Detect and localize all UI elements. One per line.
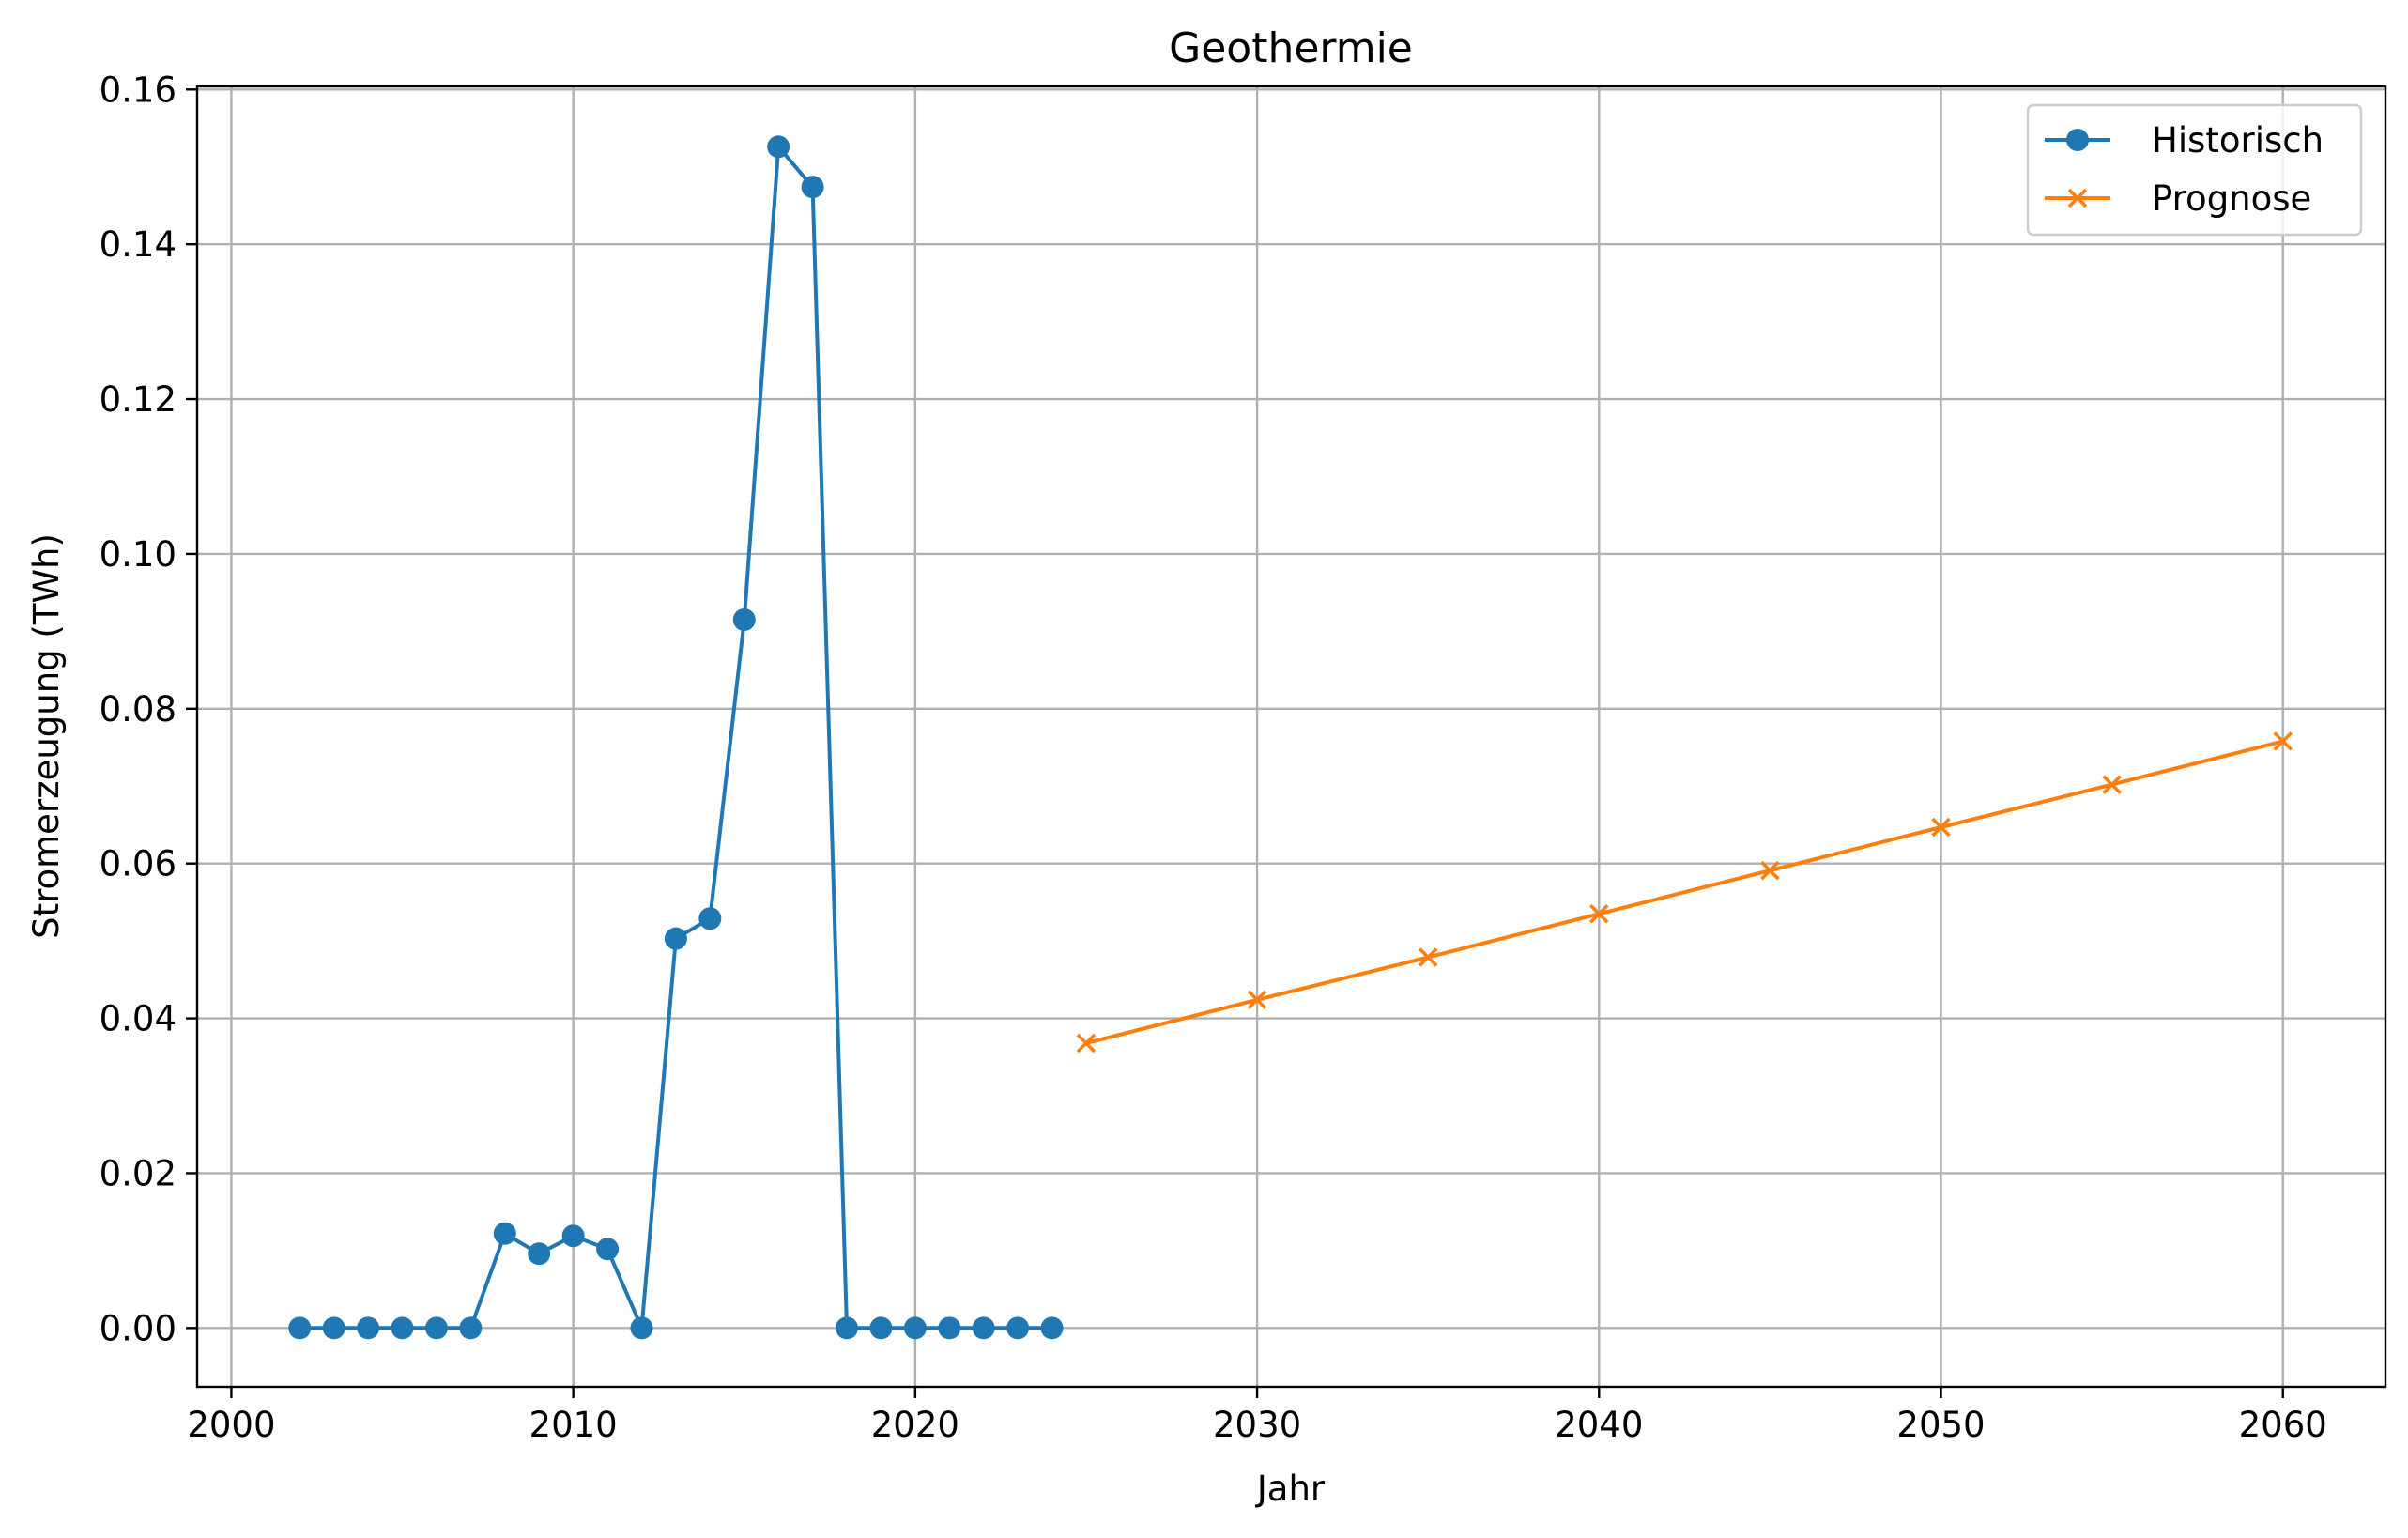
data-point-prognose: [1076, 1033, 1097, 1054]
y-tick-label: 0.02: [100, 1153, 176, 1193]
x-tick-label: 2060: [2239, 1405, 2327, 1445]
data-point-prognose: [1760, 860, 1780, 881]
data-point-historisch: [528, 1242, 551, 1266]
y-tick-label: 0.16: [100, 69, 176, 110]
legend-marker-historisch: [2066, 129, 2089, 151]
y-tick-label: 0.14: [100, 224, 176, 265]
y-axis-label: Stromerzeugung (TWh): [26, 533, 67, 939]
data-point-historisch: [698, 907, 722, 930]
y-tick-label: 0.12: [100, 379, 176, 420]
legend-marker-prognose: [2067, 188, 2088, 208]
y-tick-label: 0.06: [100, 844, 176, 884]
data-point-prognose: [1931, 817, 1951, 838]
data-point-historisch: [561, 1224, 585, 1248]
data-point-historisch: [424, 1316, 448, 1340]
axis-ticks: 2000 2010 2020 2030 2040 2050 2060 0.00 0.02 0.04…: [100, 69, 2327, 1445]
legend-label-historisch: Historisch: [2152, 120, 2324, 161]
data-point-historisch: [357, 1316, 380, 1340]
data-point-historisch: [391, 1316, 414, 1340]
legend: Historisch Prognose: [2026, 103, 2363, 237]
y-tick-label: 0.04: [100, 999, 176, 1039]
data-point-historisch: [493, 1222, 516, 1245]
x-tick-label: 2050: [1896, 1405, 1985, 1445]
data-point-historisch: [938, 1316, 961, 1340]
data-point-historisch: [732, 608, 756, 632]
legend-box: [2026, 103, 2363, 237]
legend-label-prognose: Prognose: [2152, 178, 2311, 219]
data-point-historisch: [972, 1316, 995, 1340]
y-tick-label: 0.00: [100, 1308, 176, 1348]
y-tick-label: 0.10: [100, 534, 176, 575]
data-point-prognose: [2273, 731, 2293, 751]
data-point-historisch: [596, 1238, 620, 1261]
data-point-historisch: [322, 1316, 345, 1340]
x-tick-label: 2000: [187, 1405, 275, 1445]
data-point-historisch: [1040, 1316, 1064, 1340]
data-point-historisch: [767, 135, 790, 159]
data-point-prognose: [1418, 947, 1438, 967]
x-axis-label: Jahr: [1255, 1469, 1326, 1509]
data-point-historisch: [801, 176, 824, 199]
data-point-historisch: [903, 1316, 927, 1340]
x-tick-label: 2010: [529, 1405, 618, 1445]
data-point-prognose: [1589, 904, 1609, 924]
data-point-prognose: [2102, 775, 2122, 794]
series-layer: [288, 135, 2293, 1340]
grid-lines: [197, 86, 2385, 1387]
data-point-historisch: [869, 1316, 893, 1340]
x-tick-label: 2030: [1213, 1405, 1301, 1445]
data-point-historisch: [630, 1316, 653, 1340]
series-line-prognose: [1085, 739, 2284, 1045]
data-point-historisch: [1006, 1316, 1030, 1340]
data-point-prognose: [1247, 990, 1267, 1010]
x-tick-label: 2020: [871, 1405, 959, 1445]
chart-title: Geothermie: [1169, 24, 1413, 72]
x-tick-label: 2040: [1555, 1405, 1643, 1445]
y-tick-label: 0.08: [100, 689, 176, 730]
plot-frame: [195, 85, 2387, 1389]
data-point-historisch: [288, 1316, 312, 1340]
data-point-historisch: [836, 1316, 859, 1340]
data-point-historisch: [664, 927, 687, 950]
data-point-historisch: [459, 1316, 483, 1340]
